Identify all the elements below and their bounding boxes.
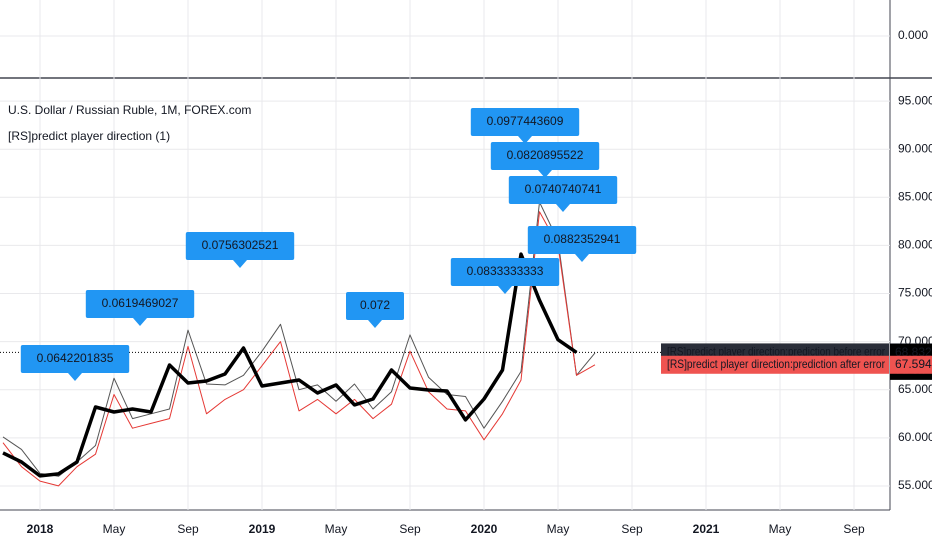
annotation-pointer [498, 286, 512, 294]
chart-title: U.S. Dollar / Russian Ruble, 1M, FOREX.c… [8, 103, 251, 117]
x-tick-label: 2019 [249, 522, 276, 536]
annotation-label: 0.0977443609 [487, 114, 564, 128]
annotation-pointer [556, 204, 570, 212]
series-line [2, 211, 596, 487]
price-tag-label: 68.832 [895, 345, 932, 359]
x-tick-label: 2018 [27, 522, 54, 536]
annotation-label: 0.0740740741 [525, 182, 602, 196]
annotation-pointer [368, 320, 382, 328]
annotation-label: 0.0619469027 [102, 296, 179, 310]
y-tick-label: 55.000 [898, 478, 932, 492]
annotation-box [185, 232, 295, 260]
series-name-label: [RS]predict player direction:prediction … [667, 357, 885, 371]
annotation-box [527, 226, 637, 254]
annotation-label: 0.072 [360, 298, 390, 312]
annotation-box [470, 108, 580, 136]
annotation-box [20, 345, 130, 373]
annotation-box [450, 258, 560, 286]
y-tick-label: 85.000 [898, 189, 932, 203]
annotation-label: 0.0833333333 [467, 264, 544, 278]
annotation: 0.0740740741 [508, 176, 618, 212]
annotation: 0.0820895522 [490, 142, 600, 178]
series-name-tag [661, 355, 889, 374]
annotation-label: 0.0756302521 [202, 238, 279, 252]
annotation: 0.072 [346, 292, 404, 328]
annotation-box [85, 290, 195, 318]
x-tick-label: Sep [177, 522, 199, 536]
annotation: 0.0882352941 [527, 226, 637, 262]
annotation-pointer [538, 170, 552, 178]
x-tick-label: 2020 [471, 522, 498, 536]
annotation: 0.0619469027 [85, 290, 195, 326]
price-tag [890, 355, 932, 374]
annotation-box [490, 142, 600, 170]
indicator-title: [RS]predict player direction (1) [8, 129, 170, 143]
price-tag-label: 67.594 [895, 357, 932, 371]
x-tick-label: May [325, 522, 348, 536]
annotation-pointer [518, 136, 532, 144]
y-tick-label: 80.000 [898, 238, 932, 252]
annotation-label: 0.0642201835 [37, 351, 114, 365]
x-tick-label: Sep [843, 522, 865, 536]
annotation-pointer [68, 373, 82, 381]
annotation-label: 0.0882352941 [544, 232, 621, 246]
x-tick-label: 2021 [693, 522, 720, 536]
y-tick-label: 65.000 [898, 382, 932, 396]
annotation-box [508, 176, 618, 204]
series-line [2, 201, 596, 477]
annotation: 0.0977443609 [470, 108, 580, 144]
y-tick-label: 95.000 [898, 93, 932, 107]
annotation: 0.0642201835 [20, 345, 130, 381]
y-tick-label: 75.000 [898, 286, 932, 300]
annotation-pointer [233, 260, 247, 268]
y-tick-label: 60.000 [898, 430, 932, 444]
annotation-pointer [575, 254, 589, 262]
x-tick-label: May [103, 522, 126, 536]
x-tick-label: May [547, 522, 570, 536]
y-tick-label: 90.000 [898, 141, 932, 155]
annotation: 0.0756302521 [185, 232, 295, 268]
top-pane-tick: 0.000 [898, 28, 928, 42]
x-tick-label: Sep [399, 522, 421, 536]
series-name-label: [RS]predict player direction:prediction … [667, 345, 885, 359]
annotation: 0.0833333333 [450, 258, 560, 294]
x-tick-label: May [769, 522, 792, 536]
annotation-pointer [133, 318, 147, 326]
annotation-label: 0.0820895522 [507, 148, 584, 162]
series-line [2, 252, 578, 478]
annotation-box [346, 292, 404, 320]
x-tick-label: Sep [621, 522, 643, 536]
